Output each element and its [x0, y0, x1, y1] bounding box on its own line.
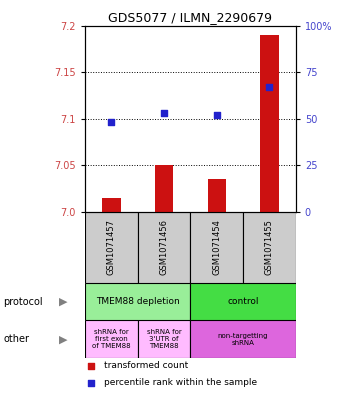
Text: percentile rank within the sample: percentile rank within the sample [104, 378, 257, 387]
Point [267, 84, 272, 90]
Bar [138, 320, 190, 358]
Bar [207, 179, 226, 212]
Point [108, 119, 114, 125]
Text: protocol: protocol [3, 296, 43, 307]
Point [89, 380, 94, 386]
Text: shRNA for
first exon
of TMEM88: shRNA for first exon of TMEM88 [92, 329, 131, 349]
Text: ▶: ▶ [58, 334, 67, 344]
Text: ▶: ▶ [58, 296, 67, 307]
Text: GSM1071455: GSM1071455 [265, 219, 274, 275]
Text: GSM1071454: GSM1071454 [212, 219, 221, 275]
Bar [85, 212, 138, 283]
Bar [138, 212, 190, 283]
Text: transformed count: transformed count [104, 361, 188, 370]
Bar [243, 212, 296, 283]
Point [162, 110, 167, 116]
Bar [190, 283, 296, 320]
Bar [102, 198, 121, 212]
Text: TMEM88 depletion: TMEM88 depletion [96, 297, 180, 306]
Text: GSM1071457: GSM1071457 [107, 219, 116, 275]
Bar [190, 320, 296, 358]
Text: shRNA for
3'UTR of
TMEM88: shRNA for 3'UTR of TMEM88 [147, 329, 182, 349]
Bar [190, 212, 243, 283]
Text: other: other [3, 334, 29, 344]
Text: GSM1071456: GSM1071456 [159, 219, 169, 275]
Title: GDS5077 / ILMN_2290679: GDS5077 / ILMN_2290679 [108, 11, 272, 24]
Bar [85, 320, 138, 358]
Point [214, 112, 220, 118]
Text: non-targetting
shRNA: non-targetting shRNA [218, 333, 268, 346]
Bar [155, 165, 173, 212]
Bar [260, 35, 279, 212]
Point [89, 363, 94, 369]
Text: control: control [227, 297, 259, 306]
Bar [85, 283, 190, 320]
